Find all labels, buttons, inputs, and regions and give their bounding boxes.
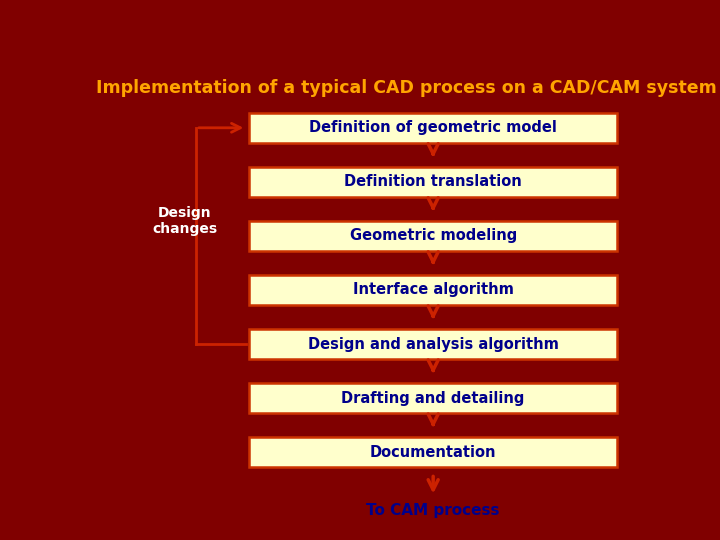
Text: Interface algorithm: Interface algorithm	[353, 282, 513, 298]
FancyBboxPatch shape	[249, 437, 617, 467]
FancyBboxPatch shape	[249, 275, 617, 305]
Text: Geometric modeling: Geometric modeling	[349, 228, 517, 244]
Text: To CAM process: To CAM process	[366, 503, 500, 518]
Text: Documentation: Documentation	[370, 444, 496, 460]
Text: Drafting and detailing: Drafting and detailing	[341, 390, 525, 406]
FancyBboxPatch shape	[249, 113, 617, 143]
FancyBboxPatch shape	[249, 383, 617, 413]
FancyBboxPatch shape	[249, 167, 617, 197]
Text: Definition of geometric model: Definition of geometric model	[309, 120, 557, 136]
Text: Definition translation: Definition translation	[344, 174, 522, 190]
Text: Implementation of a typical CAD process on a CAD/CAM system: Implementation of a typical CAD process …	[96, 79, 716, 97]
FancyBboxPatch shape	[249, 329, 617, 359]
Text: Design
changes: Design changes	[153, 206, 217, 236]
FancyBboxPatch shape	[249, 221, 617, 251]
Text: Design and analysis algorithm: Design and analysis algorithm	[307, 336, 559, 352]
